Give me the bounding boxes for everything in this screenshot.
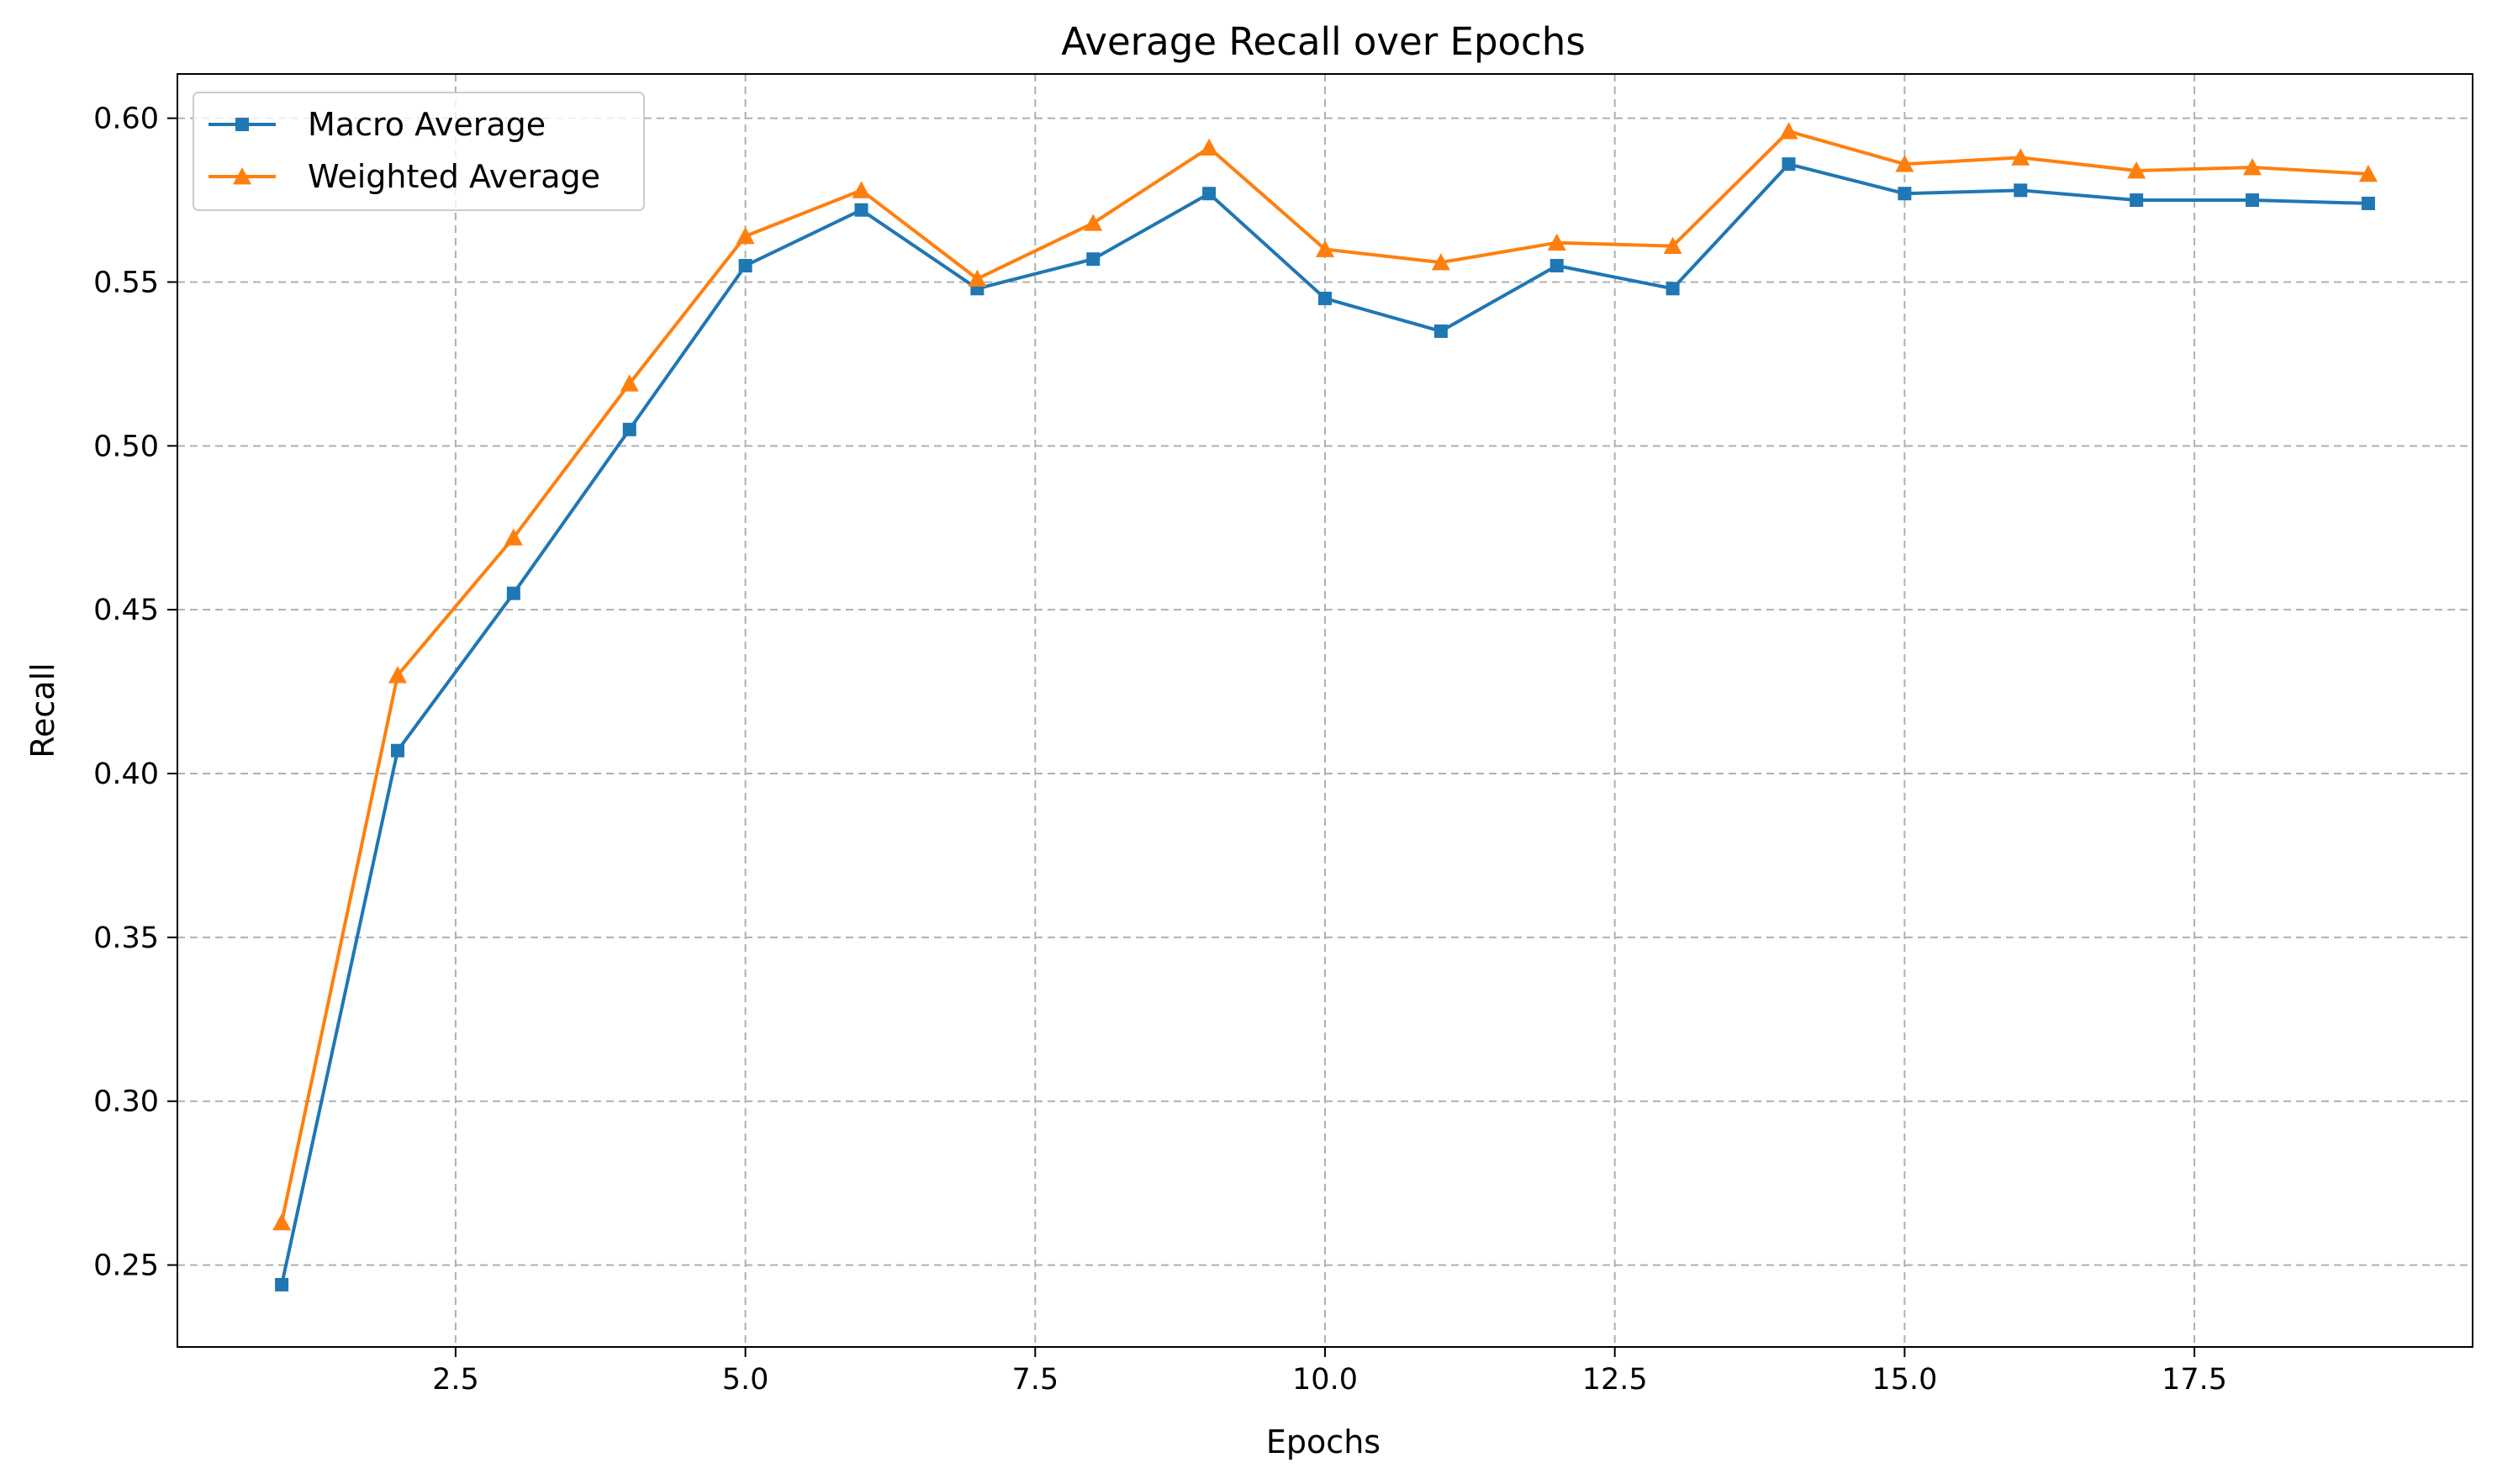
data-point [1895,155,1914,172]
legend: Macro Average Weighted Average [193,92,645,211]
data-point [738,258,752,272]
y-tick-label: 0.25 [93,1249,159,1283]
data-point [2014,183,2028,198]
data-point [1318,291,1332,305]
legend-marker [235,118,249,131]
data-point [2011,148,2030,166]
data-point [1549,258,1564,272]
data-point [2127,161,2146,179]
y-tick-label: 0.50 [93,430,159,463]
x-axis: 2.5 5.0 7.5 10.0 12.5 15.0 17.5 [432,1347,2227,1397]
legend-item-weighted-average: Weighted Average [209,158,600,195]
data-point [854,203,868,217]
data-point [1431,253,1450,271]
data-point [2246,193,2260,208]
y-tick-label: 0.60 [93,103,159,136]
legend-item-macro-average: Macro Average [209,106,546,143]
x-tick-label: 10.0 [1292,1363,1358,1397]
x-tick-label: 15.0 [1871,1363,1937,1397]
legend-box [193,92,645,211]
series-layer [272,122,2378,1291]
x-tick-label: 12.5 [1582,1363,1648,1397]
data-point [620,374,639,392]
data-point [1547,233,1566,251]
y-tick-label: 0.35 [93,922,159,955]
x-tick-label: 17.5 [2162,1363,2227,1397]
data-point [2358,164,2378,182]
data-point [1779,122,1798,140]
data-point [1200,138,1219,156]
data-point [504,528,523,546]
grid [177,74,2473,1347]
data-point [1782,157,1796,172]
data-point [622,422,636,436]
x-tick-label: 7.5 [1011,1363,1058,1397]
legend-label: Weighted Average [308,158,600,195]
data-point [1898,187,1912,201]
y-tick-label: 0.30 [93,1085,159,1119]
data-point [1086,252,1101,267]
data-point [275,1277,289,1291]
series-weighted-average [272,122,2378,1231]
data-point [1666,282,1680,296]
y-axis-label: Recall [24,663,61,758]
data-point [2130,193,2144,208]
data-point [1433,324,1448,338]
series-macro-average [275,157,2375,1291]
y-axis: 0.25 0.30 0.35 0.40 0.45 0.50 0.55 0.60 [93,103,177,1283]
data-point [736,226,755,245]
x-tick-label: 2.5 [432,1363,479,1397]
data-point [852,181,871,198]
data-point [2243,158,2262,176]
data-point [1084,214,1103,231]
x-axis-label: Epochs [1266,1423,1380,1460]
data-point [968,269,987,287]
data-point [1663,236,1682,254]
data-point [1316,240,1334,257]
data-point [388,666,407,684]
data-point [1202,187,1217,201]
legend-label: Macro Average [308,106,546,143]
data-point [272,1212,292,1231]
chart-title: Average Recall over Epochs [1061,19,1586,64]
data-point [2361,196,2375,210]
x-tick-label: 5.0 [722,1363,769,1397]
data-point [390,743,404,758]
y-tick-label: 0.55 [93,266,159,299]
legend-marker [233,167,251,185]
y-tick-label: 0.45 [93,594,159,627]
y-tick-label: 0.40 [93,758,159,791]
data-point [506,586,520,600]
